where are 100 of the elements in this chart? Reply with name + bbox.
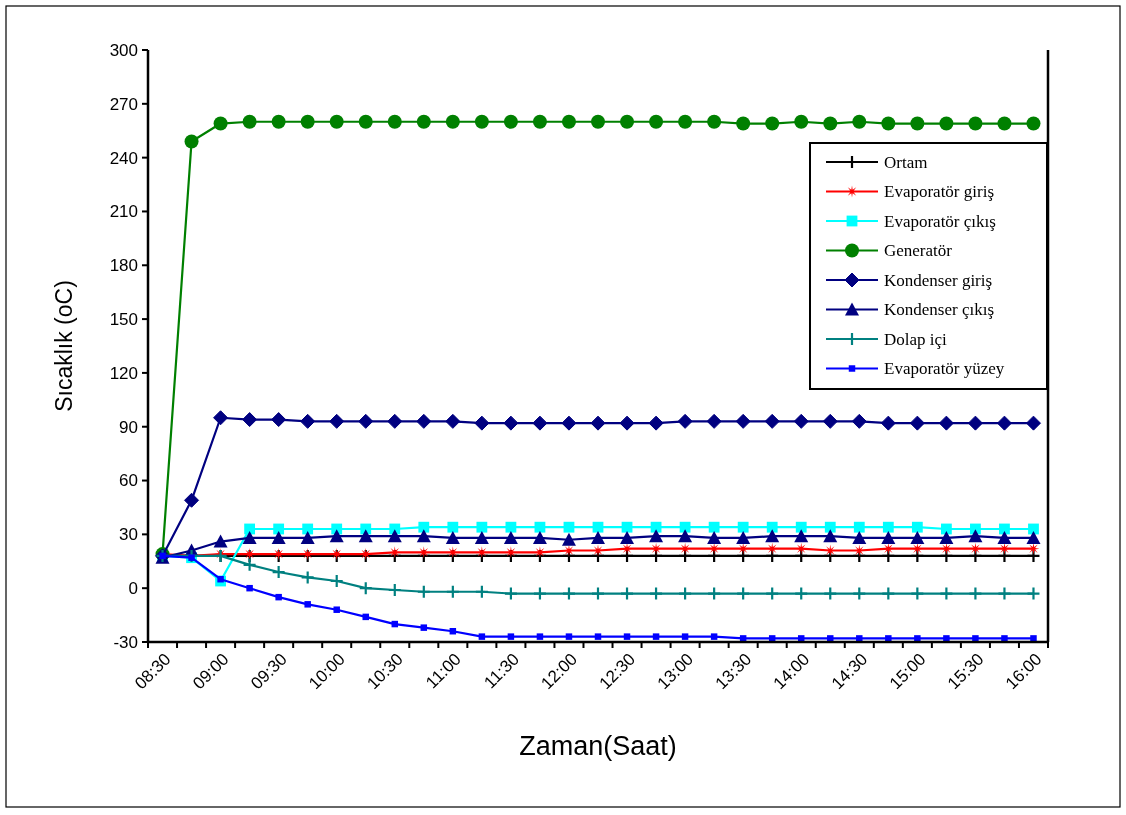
y-tick-label: 300 — [109, 40, 138, 60]
point — [882, 587, 895, 600]
point — [591, 530, 605, 544]
point — [271, 412, 287, 428]
point — [387, 114, 402, 129]
point — [271, 530, 286, 544]
point — [795, 521, 807, 533]
point — [652, 633, 660, 640]
y-tick-label: 210 — [109, 202, 138, 222]
point — [881, 116, 896, 131]
x-axis-title: Zaman(Saat) — [519, 731, 677, 761]
point — [853, 587, 866, 600]
point — [852, 114, 867, 129]
point — [621, 521, 633, 533]
point — [534, 521, 546, 533]
point — [213, 116, 228, 131]
point — [184, 134, 199, 149]
point — [300, 413, 316, 429]
point — [766, 587, 779, 600]
point — [708, 521, 720, 533]
point — [911, 521, 923, 533]
point — [678, 529, 693, 543]
point — [764, 413, 780, 429]
point — [707, 114, 722, 129]
point — [590, 415, 606, 431]
y-tick-label: 30 — [119, 525, 138, 545]
point — [1028, 523, 1039, 535]
legend-label: Ortam — [884, 152, 928, 172]
point — [969, 587, 982, 600]
point — [940, 587, 953, 600]
point — [793, 413, 809, 429]
point — [824, 521, 836, 533]
point — [242, 412, 258, 428]
point — [387, 529, 402, 543]
legend-label: Generatör — [884, 241, 953, 261]
point — [301, 571, 314, 584]
point — [621, 587, 634, 600]
point — [445, 530, 460, 544]
legend-label: Evaporatör yüzey — [884, 359, 1005, 379]
point — [532, 415, 548, 431]
point — [445, 413, 461, 429]
point — [474, 530, 489, 544]
y-tick-label: 270 — [109, 94, 138, 114]
point — [736, 116, 751, 131]
point — [765, 116, 780, 131]
y-axis-title: Sıcaklık (oC) — [51, 280, 77, 412]
point — [766, 521, 778, 533]
point — [735, 413, 751, 429]
point — [880, 415, 896, 431]
point — [272, 566, 285, 579]
point — [475, 585, 488, 598]
point — [476, 521, 488, 533]
point — [532, 114, 547, 129]
legend-label: Kondenser çıkış — [884, 300, 995, 320]
point — [300, 530, 315, 544]
point — [358, 413, 374, 429]
point — [563, 521, 575, 533]
point — [677, 413, 693, 429]
point — [418, 521, 430, 533]
point — [910, 530, 925, 544]
y-tick-label: 120 — [109, 363, 138, 383]
point — [243, 558, 256, 571]
y-tick-label: 0 — [128, 579, 138, 599]
point — [998, 587, 1011, 600]
legend-label: Kondenser giriş — [884, 270, 993, 290]
point — [388, 583, 401, 596]
point — [533, 587, 546, 600]
point — [387, 413, 403, 429]
point — [329, 529, 344, 543]
point — [882, 521, 894, 533]
point — [591, 114, 605, 129]
point — [795, 587, 808, 600]
point — [565, 633, 573, 640]
point — [416, 114, 431, 129]
point — [824, 587, 837, 600]
point — [823, 116, 838, 131]
point — [736, 530, 751, 544]
point — [300, 114, 315, 129]
point — [244, 523, 256, 535]
point — [184, 492, 200, 508]
point — [648, 415, 664, 431]
point — [968, 116, 983, 131]
point — [620, 530, 635, 544]
point — [708, 587, 721, 600]
point — [1025, 415, 1041, 431]
y-tick-label: 60 — [119, 471, 138, 491]
point — [561, 415, 577, 431]
point — [503, 415, 519, 431]
point — [592, 521, 604, 533]
point — [794, 114, 809, 129]
point — [681, 633, 689, 640]
point — [707, 530, 722, 544]
point — [474, 415, 490, 431]
point — [649, 114, 664, 129]
point — [532, 530, 547, 544]
point — [474, 114, 489, 129]
point — [940, 523, 952, 535]
point — [678, 114, 693, 129]
point — [938, 415, 954, 431]
point — [416, 529, 431, 543]
